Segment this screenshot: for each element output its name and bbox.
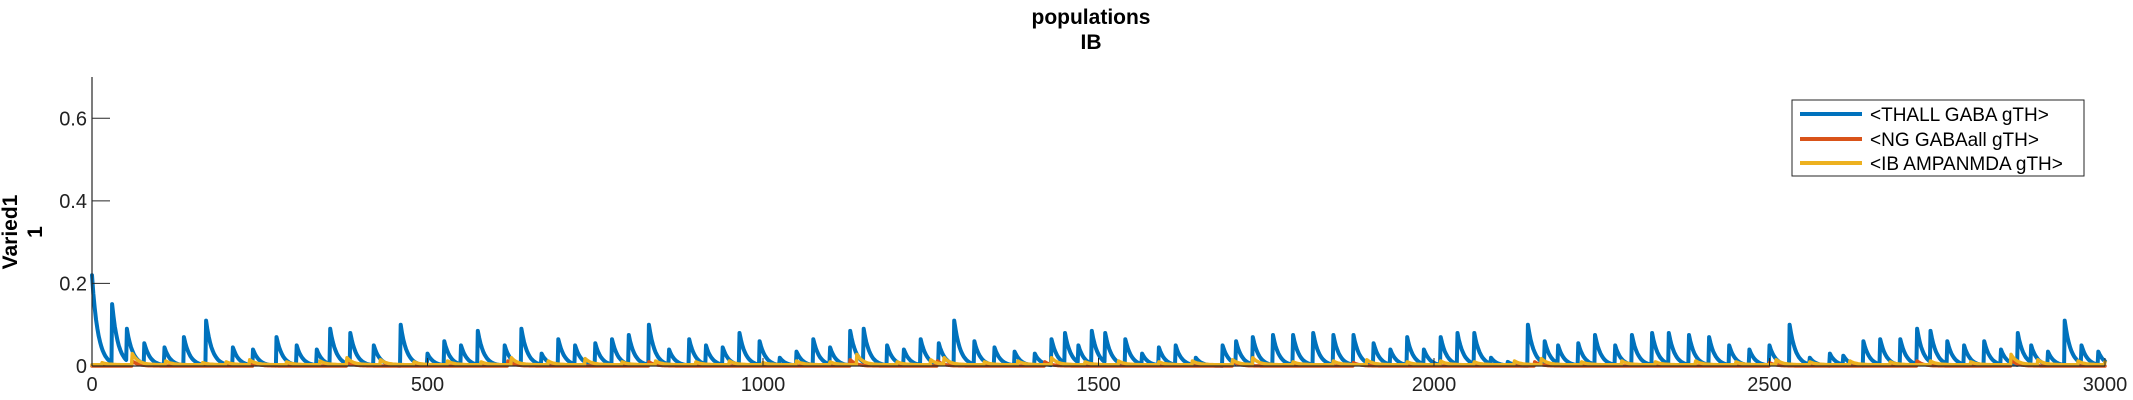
- y-tick-label: 0: [76, 356, 87, 378]
- legend-label-thall: <THALL GABA gTH>: [1870, 105, 2049, 126]
- series-layer: [90, 273, 2107, 368]
- x-tick-label: 0: [86, 374, 97, 396]
- y-tick-label: 0.2: [59, 273, 87, 295]
- x-tick-label: 2000: [1412, 374, 1457, 396]
- legend: <THALL GABA gTH> <NG GABAall gTH> <IB AM…: [1791, 99, 2085, 177]
- legend-label-ng: <NG GABAall gTH>: [1870, 130, 2039, 151]
- legend-entry-ng: <NG GABAall gTH>: [1800, 130, 2039, 151]
- axes: [91, 77, 2106, 367]
- y-axis-label-line-1: Varied1: [0, 194, 22, 269]
- y-tick-label: 0.4: [59, 191, 87, 213]
- legend-entry-ib: <IB AMPANMDA gTH>: [1800, 154, 2063, 175]
- legend-label-ib: <IB AMPANMDA gTH>: [1870, 154, 2063, 175]
- series-line-ib: [90, 351, 2107, 367]
- x-tick-label: 500: [411, 374, 444, 396]
- series-line-thall: [90, 273, 2107, 368]
- x-tick-label: 1500: [1076, 374, 1121, 396]
- chart-title-line-1: populations: [1032, 6, 1151, 29]
- x-tick-label: 3000: [2083, 374, 2128, 396]
- y-axis-label-line-2: 1: [24, 226, 47, 238]
- x-tick-label: 1000: [741, 374, 786, 396]
- x-tick-label: 2500: [1747, 374, 1792, 396]
- chart-title-line-2: IB: [1081, 31, 1102, 54]
- legend-entry-thall: <THALL GABA gTH>: [1800, 105, 2049, 126]
- tick-labels: 0 500 1000 1500 2000 2500 3000 0 0.2 0.4 0.6: [59, 108, 2127, 396]
- y-tick-label: 0.6: [59, 108, 87, 130]
